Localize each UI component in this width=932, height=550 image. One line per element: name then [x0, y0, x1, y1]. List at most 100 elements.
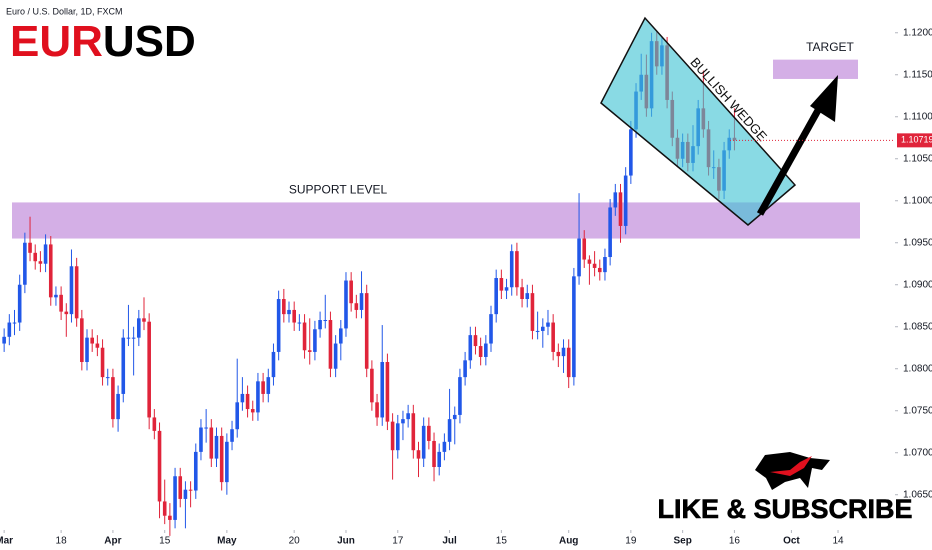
candle-body: [427, 425, 431, 441]
y-tick-label: 1.11000: [903, 111, 932, 122]
title-base: EURUSD: [10, 17, 196, 66]
candle-body: [100, 347, 105, 378]
candle-body: [90, 337, 94, 344]
x-tick-label: 15: [496, 536, 508, 547]
candle-body: [282, 299, 286, 315]
candle-body: [209, 427, 214, 459]
candle-body: [276, 299, 281, 352]
last-price-label: 1.10719: [901, 135, 932, 145]
candle-body: [354, 303, 359, 310]
zone: [12, 202, 860, 239]
x-tick-label: 18: [56, 536, 68, 547]
candle-body: [463, 360, 467, 378]
candle-body: [608, 207, 612, 258]
cta: LIKE & SUBSCRIBE: [657, 494, 912, 524]
arrow-shaft: [756, 94, 830, 216]
candle-body: [183, 489, 188, 499]
candle-body: [38, 261, 43, 264]
candle-body: [344, 280, 348, 329]
candle-body: [613, 192, 618, 208]
x-tick-label: Oct: [783, 536, 800, 547]
x-tick-label: 20: [289, 536, 301, 547]
candle-body: [432, 440, 436, 468]
candle-body: [318, 320, 322, 330]
candle-body: [530, 293, 535, 331]
candle-body: [556, 351, 561, 357]
candle-body: [287, 309, 291, 315]
candle-body: [411, 413, 416, 451]
candle-body: [494, 278, 498, 315]
candle-body: [219, 435, 224, 483]
candle-body: [551, 322, 555, 352]
candle-body: [592, 263, 597, 268]
candle-body: [152, 417, 157, 431]
candle-body: [437, 451, 442, 468]
candle-body: [468, 335, 473, 361]
last-price-box: [897, 133, 932, 148]
candle-body: [240, 393, 245, 403]
candle-body: [618, 192, 623, 226]
x-tick-label: Sep: [673, 536, 691, 547]
candle-body: [323, 320, 328, 322]
candle-body: [447, 419, 452, 442]
symbol-info: Euro / U.S. Dollar, 1D, FXCM: [6, 6, 123, 16]
candle-body: [245, 393, 250, 410]
candle-body: [266, 377, 271, 394]
candle-body: [235, 402, 240, 430]
x-tick-label: 14: [832, 536, 844, 547]
candle-body: [121, 337, 126, 394]
candle-body: [587, 259, 592, 264]
candle-body: [256, 381, 260, 413]
candle-body: [375, 402, 379, 418]
candle-body: [7, 322, 12, 337]
candle-body: [349, 280, 353, 304]
candle-body: [535, 330, 540, 332]
candle-body: [577, 238, 581, 277]
candle-body: [401, 419, 405, 424]
candle-body: [395, 423, 400, 451]
candle-body: [499, 278, 504, 291]
candle-body: [489, 314, 493, 344]
candle-body: [520, 287, 524, 300]
candle-body: [126, 337, 131, 339]
x-tick-label: Jun: [337, 536, 355, 547]
candle-body: [541, 326, 545, 331]
candle-body: [572, 276, 576, 378]
candle-body: [442, 441, 447, 452]
candle-body: [199, 427, 203, 452]
candle-body: [48, 244, 53, 298]
candle-body: [603, 257, 607, 273]
zone-label: SUPPORT LEVEL: [289, 183, 388, 197]
candle-body: [188, 489, 193, 491]
candle-body: [225, 441, 229, 483]
candle-body: [33, 252, 38, 262]
candle-body: [261, 381, 265, 394]
candle-body: [168, 515, 172, 520]
x-tick-label: 15: [159, 536, 171, 547]
y-tick-label: 1.12000: [903, 27, 932, 38]
candle-body: [302, 322, 307, 351]
candle-body: [173, 476, 177, 520]
candle-body: [416, 450, 421, 459]
candle-body: [137, 318, 141, 338]
candle-body: [385, 362, 390, 422]
y-tick-label: 1.09500: [903, 237, 932, 248]
candle-body: [339, 328, 343, 344]
candle-body: [80, 318, 84, 363]
y-tick-label: 1.11500: [903, 69, 932, 80]
x-tick-label: May: [217, 536, 237, 547]
x-tick-label: 17: [392, 536, 404, 547]
candle-body: [364, 293, 369, 369]
candle-body: [85, 337, 89, 363]
candle-body: [193, 451, 198, 491]
candle-body: [525, 293, 530, 300]
candle-body: [95, 343, 100, 348]
candle-body: [473, 335, 478, 347]
candle-body: [359, 293, 364, 310]
candle-body: [307, 350, 312, 352]
x-tick-label: Jul: [442, 536, 457, 547]
candle-body: [230, 429, 234, 442]
candle-body: [546, 322, 550, 327]
candle-body: [12, 322, 17, 324]
y-tick-label: 1.07000: [903, 447, 932, 458]
